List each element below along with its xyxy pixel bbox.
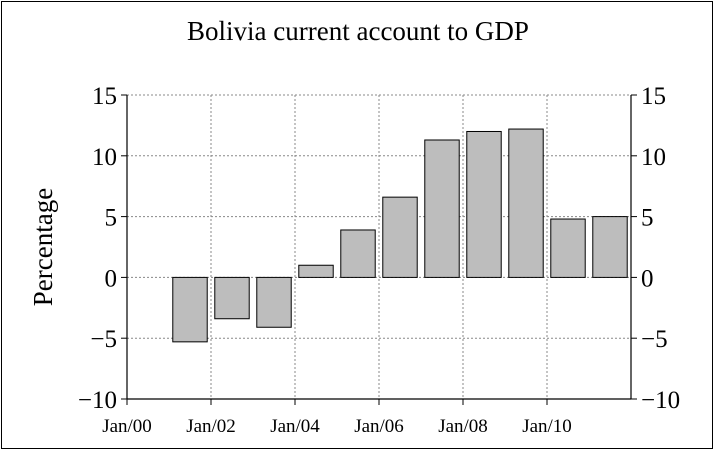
x-tick-label: Jan/04 <box>270 416 320 437</box>
bar <box>508 128 544 278</box>
y-tick-label-right: 15 <box>641 83 666 110</box>
bar <box>466 130 502 278</box>
y-tick-label-left: 5 <box>105 205 118 232</box>
bar <box>424 139 460 278</box>
bar <box>592 216 628 278</box>
axis-layer <box>121 94 637 405</box>
bar <box>298 264 334 278</box>
y-axis-label: Percentage <box>28 188 58 306</box>
x-tick-label: Jan/08 <box>438 416 488 437</box>
y-tick-label-right: 10 <box>641 144 666 171</box>
grid-layer <box>127 94 631 399</box>
y-tick-label-left: −10 <box>78 387 117 414</box>
y-tick-label-left: 15 <box>92 83 117 110</box>
x-tick-label: Jan/00 <box>102 416 152 437</box>
bar <box>550 218 586 278</box>
y-tick-label-left: 10 <box>92 144 117 171</box>
bar <box>382 196 418 278</box>
y-tick-label-right: −10 <box>641 387 680 414</box>
bar-layer <box>172 128 628 343</box>
chart-title: Bolivia current account to GDP <box>187 16 529 46</box>
bar <box>214 276 250 320</box>
bar <box>256 276 292 328</box>
y-tick-label-left: −5 <box>90 326 117 353</box>
y-tick-label-right: −5 <box>641 326 668 353</box>
y-tick-label-left: 0 <box>105 265 118 292</box>
x-tick-label: Jan/10 <box>522 416 572 437</box>
y-tick-label-right: 5 <box>641 205 654 232</box>
x-tick-label: Jan/02 <box>186 416 236 437</box>
bar <box>172 276 208 343</box>
bar <box>340 229 376 278</box>
y-tick-label-right: 0 <box>641 265 654 292</box>
x-tick-label: Jan/06 <box>354 416 404 437</box>
